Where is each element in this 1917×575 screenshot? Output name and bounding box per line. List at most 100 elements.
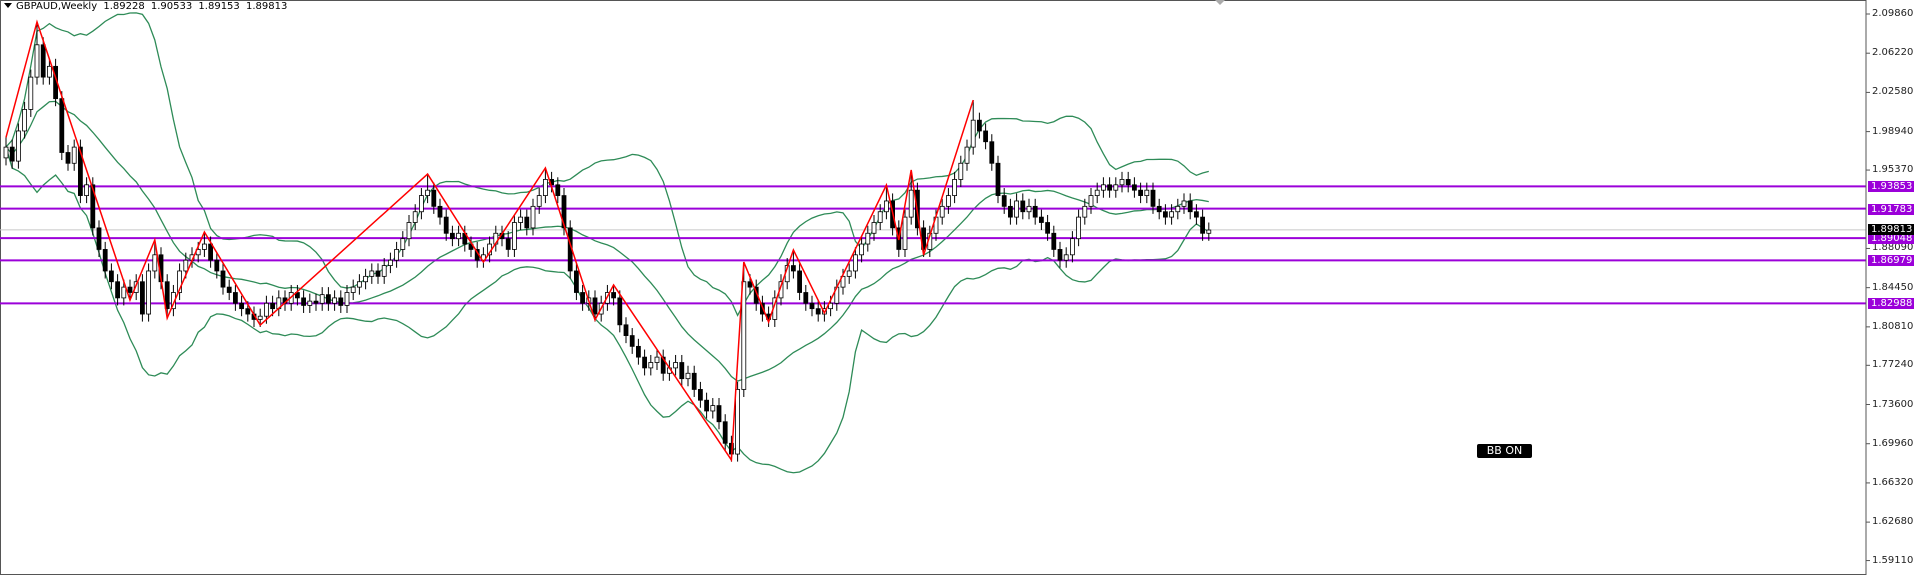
candle-bull [1119,179,1125,186]
candle-bear [809,302,815,310]
candle-bear [679,362,685,380]
candle-bear [59,98,65,153]
candle-bull [1144,189,1150,196]
candle-bull [332,297,338,304]
candle-bear [660,356,666,374]
candle-bear [220,270,226,288]
zigzag-line [5,19,974,463]
close-value: 1.89813 [245,1,288,12]
candle-bear [1125,179,1131,186]
bb-toggle-button[interactable]: BB ON [1477,444,1532,458]
symbol-label: GBPAUD,Weekly [16,1,98,12]
bollinger-middle-band [5,100,1209,382]
dropdown-triangle-icon[interactable] [4,3,12,8]
candle-bear [1057,249,1063,261]
candle-bear [561,195,567,229]
level-price-tag: 1.82988 [1868,298,1914,310]
candle-bear [1150,189,1156,207]
candle-bull [1169,211,1174,218]
price-tick-label: 1.62680 [1872,516,1914,528]
candle-bear [716,405,722,423]
price-tick-label: 2.09860 [1872,8,1914,19]
low-value: 1.89153 [198,1,240,12]
candle-bear [109,270,114,283]
price-tick-label: 2.06220 [1872,47,1914,59]
candle-bear [245,308,251,315]
candle-bear [642,356,647,369]
candle-bear [449,232,455,240]
candle-bear [431,189,437,207]
bollinger-upper-band [5,12,1209,317]
candle-bear [617,297,623,326]
candle-bull [1088,195,1094,207]
candle-bear [232,292,238,304]
candle-bear [722,421,728,444]
candle-bear [1032,205,1038,218]
candle-bear [574,270,579,293]
current-price-tag: 1.89813 [1868,223,1914,235]
candle-bull [735,389,740,455]
candle-bull [356,281,362,288]
candle-bull [121,286,127,299]
candle-bull [152,254,158,272]
candle-bear [1020,200,1026,213]
candle-bear [1051,232,1057,250]
candle-bull [3,146,9,159]
candle-bear [704,399,709,412]
candle-bear [127,286,133,293]
candle-bear [797,270,802,293]
candle-bull [1113,184,1119,191]
candle-bull [840,275,846,288]
candle-bull [710,405,716,412]
candle-bull [536,195,542,207]
candle-bear [78,146,83,196]
candle-bull [1181,200,1187,207]
candle-bear [1156,205,1162,213]
candle-bull [946,195,951,207]
bollinger-lower-band [5,146,1210,474]
candle-bull [381,265,387,277]
candle-bear [164,281,170,310]
candle-bear [1163,211,1168,218]
candle-bear [505,238,511,250]
candle-bear [555,184,561,196]
candle-bear [1138,189,1143,196]
candle-bull [908,189,914,218]
candle-bull [530,205,536,229]
candle-bull [648,362,654,369]
candle-bull [1070,238,1075,256]
candle-bear [1045,222,1050,234]
candle-bear [9,146,15,162]
candle-bear [102,249,108,272]
candle-bull [28,76,34,110]
candle-bull [406,222,412,240]
candle-bear [1132,184,1137,191]
candle-bull [871,222,877,234]
candle-bull [387,259,393,266]
candle-bear [270,302,276,310]
candle-bear [989,141,995,164]
candle-bear [977,119,982,132]
candle-bull [1101,184,1106,191]
candle-bull [319,294,325,304]
price-tick-label: 1.88090 [1872,242,1914,254]
candle-bull [369,270,375,277]
candle-bear [815,308,821,315]
candle-bear [791,265,796,272]
candle-bull [512,222,517,250]
candle-bear [239,302,245,310]
candle-bear [90,184,96,229]
price-tick-label: 1.73600 [1872,398,1914,410]
candle-bear [629,335,635,347]
candle-bull [1076,216,1081,240]
candle-bull [1094,189,1100,196]
level-price-tag: 1.86979 [1868,255,1914,267]
candle-bull [964,146,970,164]
candle-bear [1001,195,1007,207]
candle-bull [543,179,548,196]
candle-bear [580,292,585,304]
candle-bear [338,297,344,306]
candle-bear [1200,216,1205,234]
candle-bull [1014,200,1019,218]
